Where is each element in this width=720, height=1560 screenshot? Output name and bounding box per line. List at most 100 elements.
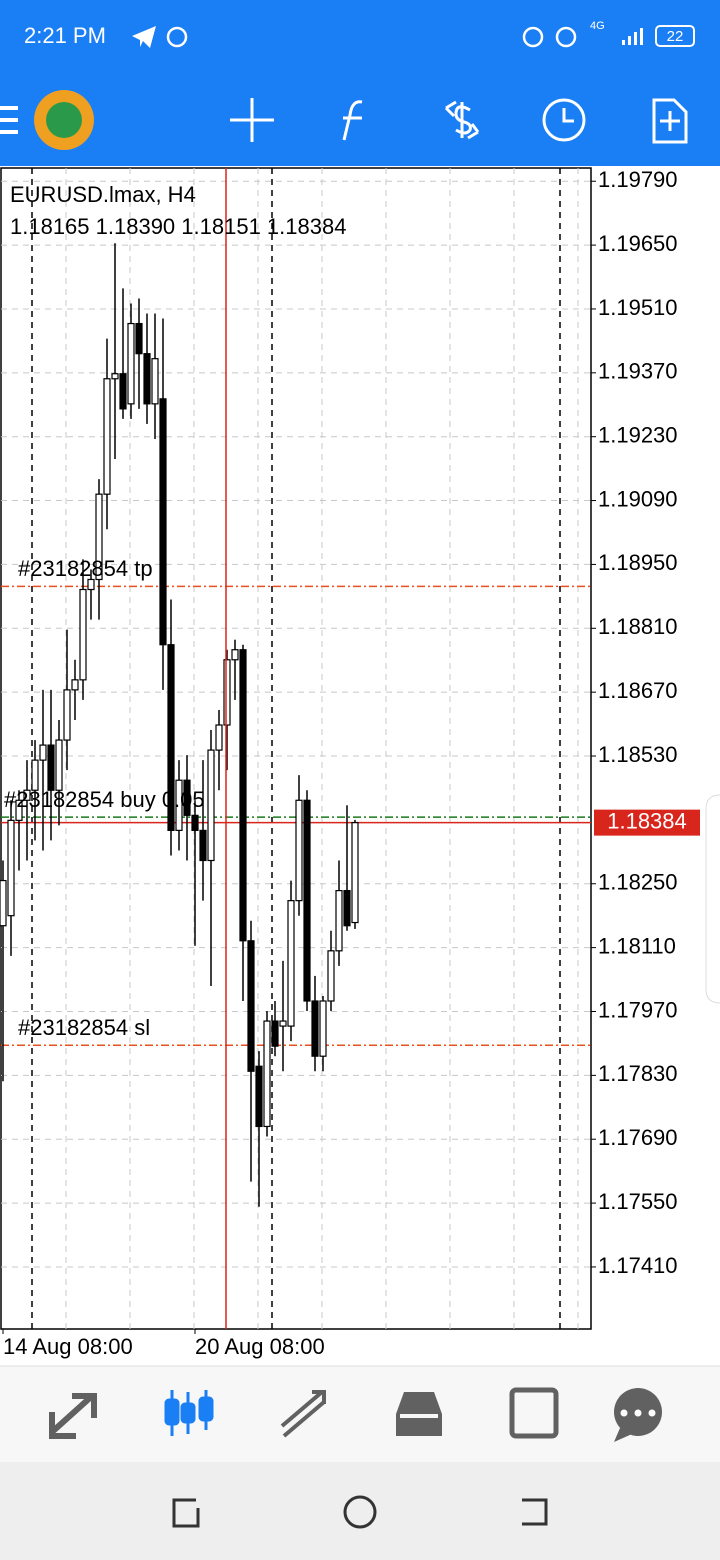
candle-body — [7, 819, 15, 917]
y-tick-label: 1.19230 — [598, 423, 678, 448]
candle-body — [199, 829, 207, 862]
candle-body — [103, 378, 111, 495]
bottom-toolbar — [0, 1366, 720, 1462]
recents-button[interactable] — [172, 1498, 200, 1528]
candle-body — [111, 373, 119, 380]
candle-body — [159, 398, 167, 646]
candle-body — [239, 649, 247, 942]
candle-body — [55, 739, 63, 791]
candle-body — [23, 789, 31, 801]
candle-body — [343, 890, 351, 927]
candle-body — [63, 689, 71, 741]
y-tick-label: 1.18810 — [598, 614, 678, 639]
candle-body — [223, 659, 231, 726]
home-button[interactable] — [343, 1495, 377, 1529]
candle-body — [119, 373, 127, 410]
candle-body — [0, 879, 7, 927]
candle-body — [247, 940, 255, 1072]
candle-body — [87, 578, 95, 591]
chart-frame — [0, 167, 592, 1330]
candle-body — [231, 649, 239, 661]
battery-icon — [655, 25, 695, 47]
hotspot-icon — [166, 26, 188, 48]
news-tab[interactable] — [509, 1387, 559, 1439]
candle-body — [351, 822, 359, 924]
signal-icon — [622, 28, 643, 45]
menu-icon[interactable] — [0, 106, 18, 134]
candle-body — [271, 1020, 279, 1047]
trade-button[interactable] — [444, 100, 480, 140]
y-tick-label: 1.17690 — [598, 1125, 678, 1150]
battery-level: 22 — [667, 28, 684, 45]
crosshair-button[interactable] — [230, 98, 274, 142]
history-button[interactable] — [542, 98, 586, 142]
order-label: #23182854 tp — [18, 556, 153, 581]
y-tick-label: 1.19650 — [598, 231, 678, 256]
y-tick-label: 1.17550 — [598, 1189, 678, 1214]
y-tick-label: 1.19510 — [598, 295, 678, 320]
candle-body — [31, 759, 39, 791]
side-handle[interactable] — [705, 794, 720, 1004]
y-tick-label: 1.17830 — [598, 1061, 678, 1086]
candle-body — [127, 322, 135, 405]
toolbar — [230, 98, 688, 144]
y-tick-label: 1.18670 — [598, 678, 678, 703]
y-tick-label: 1.18950 — [598, 550, 678, 575]
nav-bar — [0, 1462, 720, 1560]
quotes-tab[interactable] — [49, 1393, 97, 1439]
y-tick-label: 1.17970 — [598, 997, 678, 1022]
candle-body — [215, 724, 223, 751]
ohlc-readout: 1.18165 1.18390 1.18151 1.18384 — [10, 214, 346, 239]
candle-body — [287, 900, 295, 1027]
order-label: #23182854 buy 0.05 — [4, 787, 205, 812]
candle-body — [335, 890, 343, 952]
candle-body — [175, 779, 183, 831]
y-tick-label: 1.18530 — [598, 742, 678, 767]
y-tick-label: 1.19790 — [598, 167, 678, 192]
alarm-icon — [522, 26, 544, 48]
candle-body — [263, 1020, 271, 1128]
indicators-button[interactable] — [342, 100, 363, 141]
candle-body — [95, 493, 103, 581]
candle-body — [15, 799, 23, 821]
candle-body — [167, 644, 175, 831]
candle-body — [183, 779, 191, 816]
nav-buttons — [172, 1495, 548, 1529]
telegram-icon — [132, 26, 156, 48]
candle-body — [143, 353, 151, 405]
chart-title: EURUSD.lmax, H4 — [10, 182, 196, 207]
y-tick-label: 1.17410 — [598, 1253, 678, 1278]
candle-body — [71, 679, 79, 691]
back-button[interactable] — [522, 1498, 548, 1526]
candle-body — [135, 322, 143, 355]
candle-body — [191, 814, 199, 831]
candle-body — [255, 1065, 263, 1128]
candle-body — [327, 950, 335, 1002]
price-tag-label: 1.18384 — [607, 808, 687, 833]
new-order-button[interactable] — [652, 98, 688, 144]
x-tick-label: 14 Aug 08:00 — [3, 1334, 133, 1359]
y-tick-label: 1.18110 — [598, 933, 676, 958]
y-tick-label: 1.19090 — [598, 486, 678, 511]
candle-body — [151, 358, 159, 405]
candle-body — [47, 744, 55, 791]
x-tick-label: 20 Aug 08:00 — [195, 1334, 325, 1359]
hotspot-icon — [555, 26, 577, 48]
candle-body — [311, 1000, 319, 1057]
candle-body — [319, 1000, 327, 1057]
order-label: #23182854 sl — [18, 1015, 150, 1040]
candle-body — [79, 588, 87, 681]
y-tick-label: 1.19370 — [598, 359, 678, 384]
status-time: 2:21 PM — [24, 23, 106, 48]
candle-body — [303, 799, 311, 1002]
y-tick-label: 1.18250 — [598, 870, 678, 895]
trade-tab[interactable] — [280, 1390, 326, 1438]
network-type: 4G — [590, 20, 605, 32]
price-tag — [594, 809, 700, 836]
candle-body — [207, 749, 215, 862]
candle-body — [39, 744, 47, 761]
chart-tab[interactable] — [164, 1390, 214, 1436]
app-bar — [0, 0, 720, 166]
